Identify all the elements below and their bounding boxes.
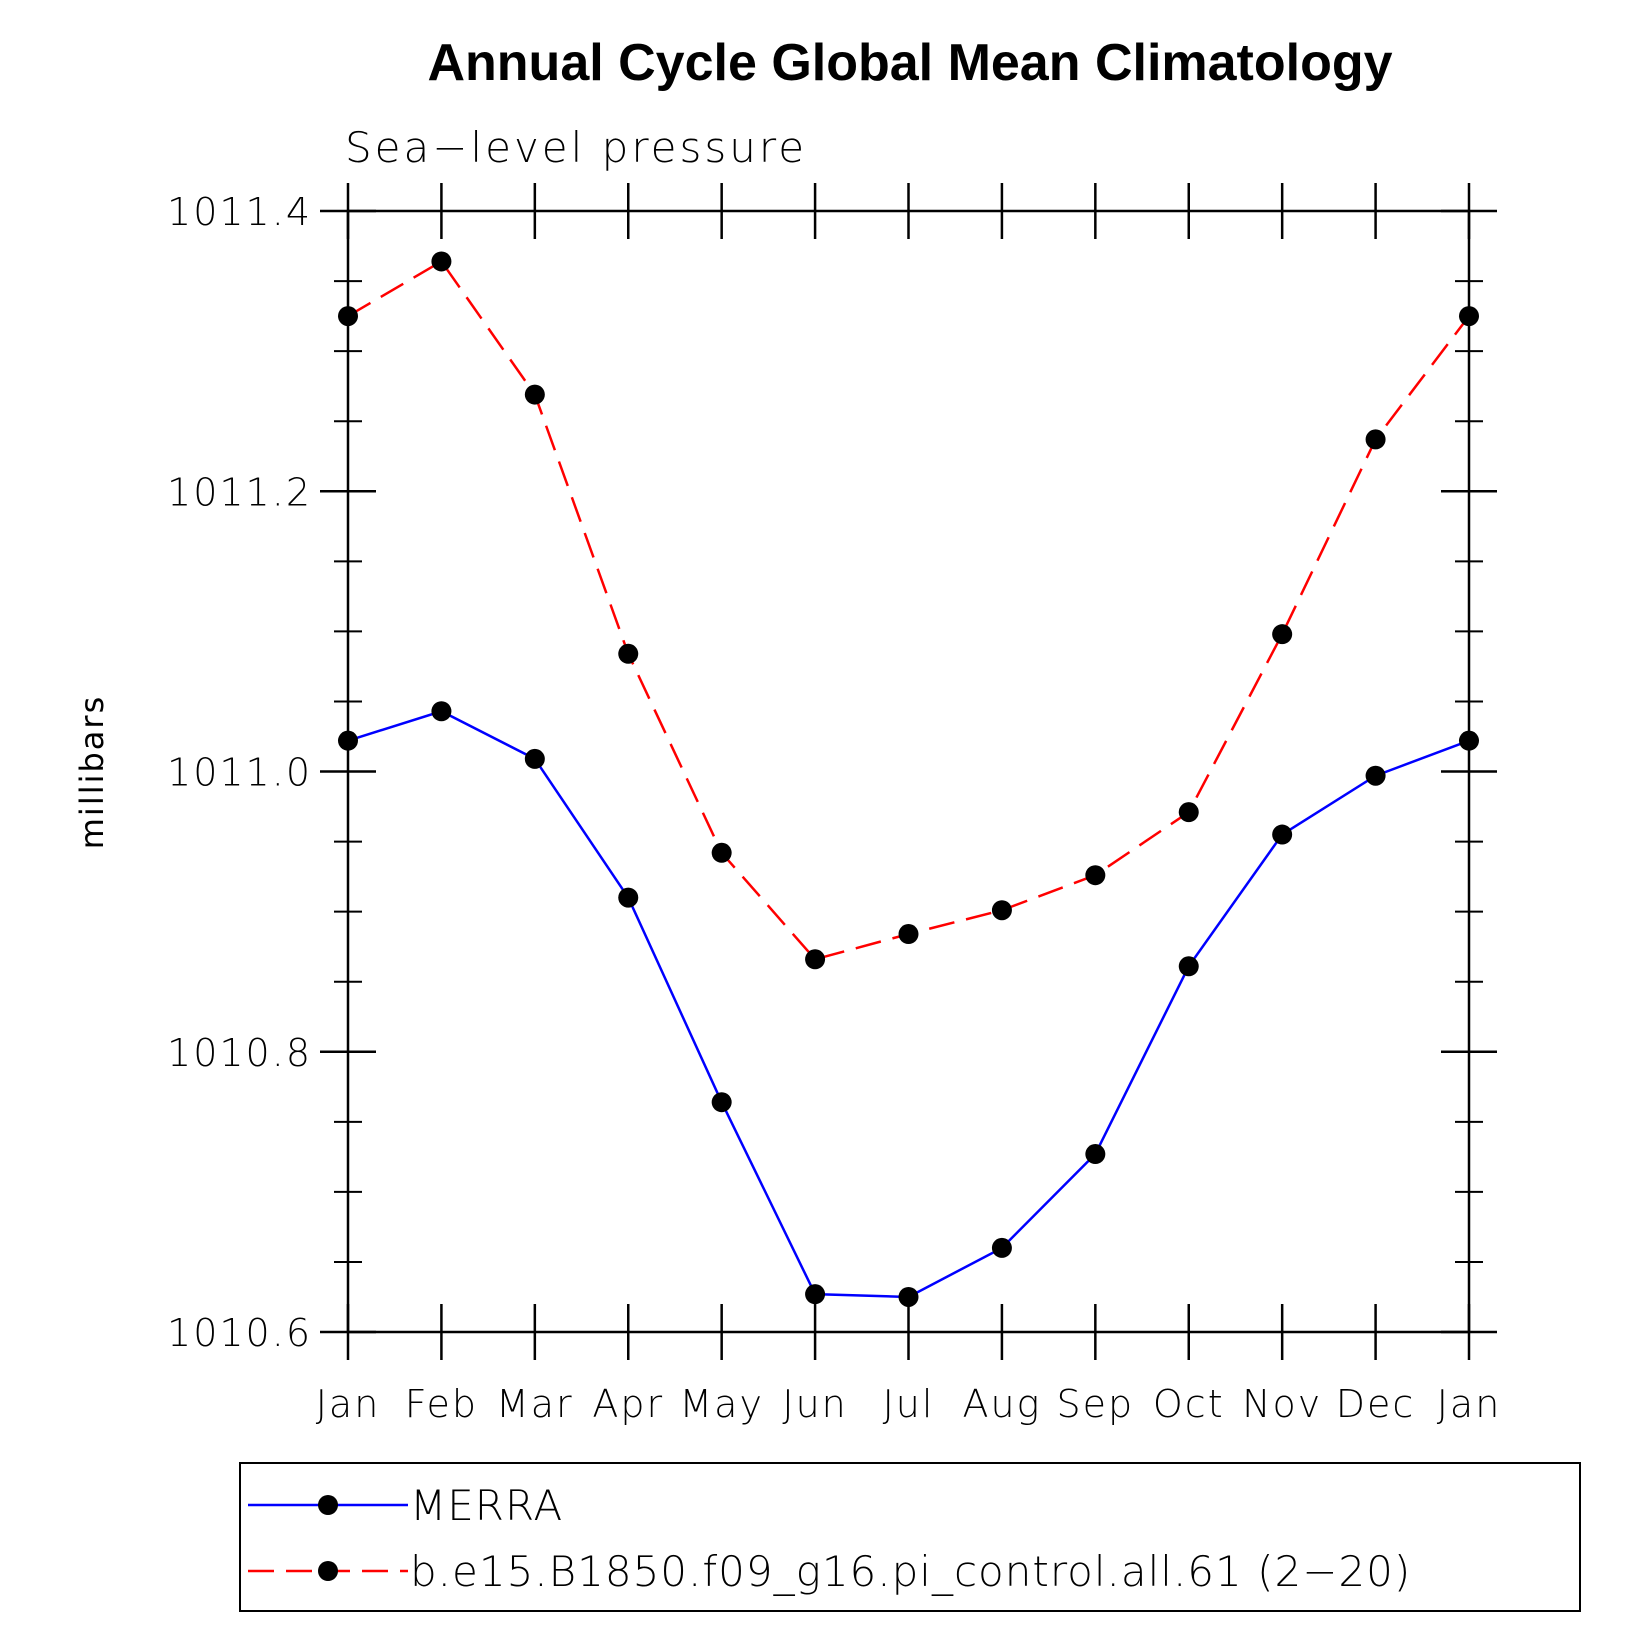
x-tick-label: Jan — [1437, 1382, 1502, 1426]
series-1-point — [991, 1237, 1012, 1258]
legend-marker-1 — [318, 1495, 338, 1515]
legend-label-2: b.e15.B1850.f09_g16.pi_control.all.61 (2… — [410, 1547, 1411, 1596]
chart-title: Annual Cycle Global Mean Climatology — [427, 34, 1392, 92]
series-2-point — [805, 949, 826, 970]
series-2-point — [524, 384, 545, 405]
x-tick-label: Sep — [1057, 1382, 1135, 1426]
y-tick-label: 1011.0 — [167, 751, 312, 795]
chart-subtitle: Sea−level pressure — [345, 123, 807, 172]
y-tick-label: 1011.4 — [167, 190, 312, 234]
x-tick-label: Nov — [1242, 1382, 1322, 1426]
series-1-point — [338, 730, 358, 751]
x-tick-label: Jun — [782, 1382, 847, 1426]
series-line-2 — [347, 259, 1470, 961]
y-axis-label: millibars — [73, 695, 111, 849]
series-1-point — [898, 1286, 919, 1307]
series-1-point — [431, 701, 452, 722]
series-2-point — [431, 251, 452, 272]
series-1-point — [1085, 1144, 1106, 1165]
y-tick-label: 1011.2 — [167, 470, 312, 514]
x-tick-label: Dec — [1336, 1382, 1416, 1426]
series-1-point — [1459, 730, 1479, 751]
series-2-point — [898, 924, 919, 945]
series-2-point — [1272, 624, 1293, 645]
y-tick-label: 1010.6 — [167, 1311, 312, 1355]
x-tick-label: Mar — [496, 1382, 574, 1426]
plot-area: Jan Feb Mar Apr May Jun Jul Aug Sep Oct Nov Dec Jan1… — [167, 183, 1502, 1426]
x-tick-label: Aug — [962, 1382, 1041, 1426]
series-1-point — [1365, 765, 1386, 786]
legend-box — [239, 1462, 1581, 1612]
series-1-point — [805, 1284, 826, 1305]
y-tick-label: 1010.8 — [167, 1031, 312, 1075]
series-1-point — [1178, 956, 1199, 977]
series-2-point — [711, 842, 732, 863]
series-2-point — [1178, 802, 1199, 823]
x-tick-label: Feb — [405, 1382, 478, 1426]
series-1-point — [524, 748, 545, 769]
x-tick-label: Jul — [883, 1382, 935, 1426]
series-2-point — [338, 306, 358, 327]
x-tick-label: Apr — [592, 1382, 664, 1426]
x-tick-label: Oct — [1153, 1382, 1225, 1426]
series-2-point — [1459, 306, 1479, 327]
series-1-point — [1272, 824, 1293, 845]
series-1-point — [618, 887, 639, 908]
legend-marker-2 — [318, 1561, 338, 1581]
series-line-1 — [347, 709, 1470, 1299]
x-tick-label: Jan — [316, 1382, 381, 1426]
series-2-point — [1365, 429, 1386, 450]
x-tick-label: May — [679, 1382, 764, 1426]
legend: MERRA b.e15.B1850.f09_g16.pi_control.all.… — [239, 1462, 1581, 1612]
legend-label-1: MERRA — [410, 1481, 563, 1530]
series-2-point — [991, 900, 1012, 921]
series-1-point — [711, 1092, 732, 1113]
plot-frame — [346, 209, 1471, 1334]
series-2-point — [618, 643, 639, 664]
series-2-point — [1085, 865, 1106, 886]
